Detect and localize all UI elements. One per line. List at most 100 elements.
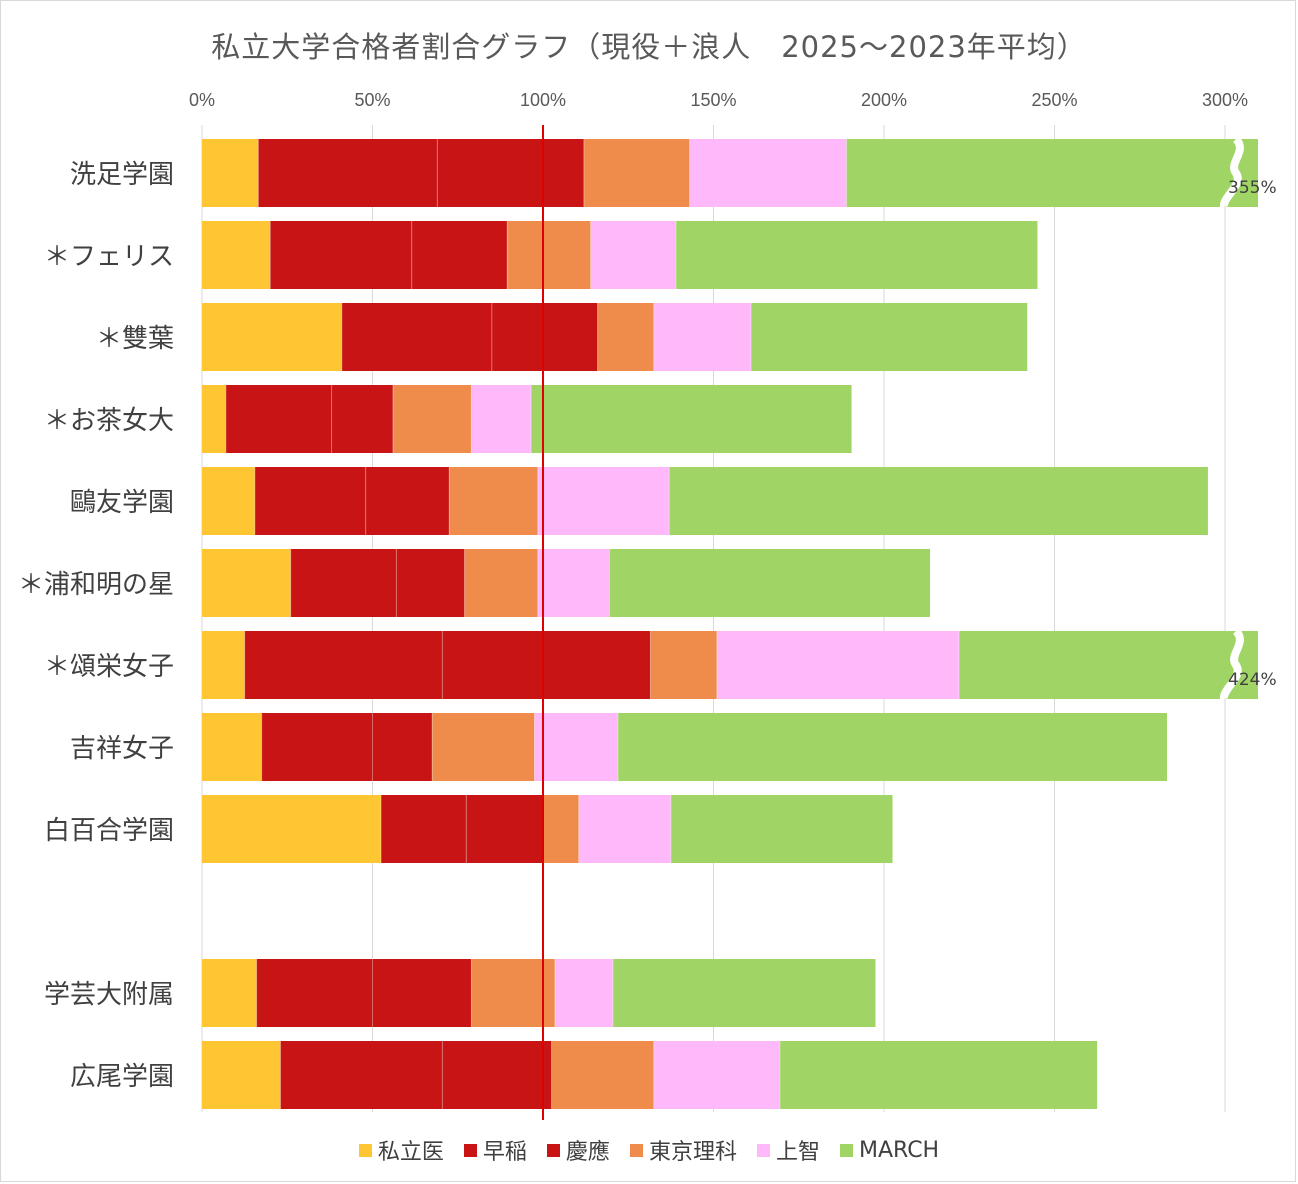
bar-segment	[202, 139, 259, 207]
bar-segment	[464, 549, 538, 617]
bar-segment	[716, 631, 960, 699]
legend-swatch	[463, 1143, 477, 1157]
category-label: 鷗友学園	[70, 488, 174, 518]
bar-segment	[583, 139, 690, 207]
bar-segment	[491, 303, 598, 371]
legend-label: 慶應	[565, 1140, 610, 1165]
bar-segment	[779, 1041, 1098, 1109]
bar-segment	[471, 959, 555, 1027]
legend-label: 早稲	[482, 1140, 527, 1165]
legend-swatch	[629, 1143, 643, 1157]
bar-segment	[202, 385, 226, 453]
bar-segment	[202, 713, 262, 781]
bar-segment	[537, 467, 670, 535]
bar-segment	[543, 795, 579, 863]
bar-segment	[261, 713, 373, 781]
legend-item: MARCH	[839, 1137, 940, 1163]
legend-label: 東京理科	[648, 1140, 737, 1165]
bar-segment	[432, 713, 535, 781]
legend-label: MARCH	[858, 1137, 940, 1163]
bar-segment	[270, 221, 412, 289]
bar-segment	[618, 713, 1168, 781]
break-value-label: 355%	[1228, 178, 1277, 198]
bar-segment	[437, 139, 584, 207]
axis-break-mark	[1220, 628, 1244, 700]
bar-segment	[365, 467, 450, 535]
category-label: ＊雙葉	[96, 324, 174, 354]
bar-segment	[534, 713, 619, 781]
bar-segment	[537, 549, 610, 617]
x-tick-label: 150%	[690, 90, 736, 110]
legend-item: 上智	[756, 1134, 820, 1166]
bar-segment	[202, 221, 271, 289]
category-label: ＊浦和明の星	[18, 570, 174, 600]
category-label: ＊お茶女大	[44, 406, 174, 436]
bar-segment	[670, 795, 893, 863]
bar-segment	[381, 795, 467, 863]
bar-segment	[396, 549, 465, 617]
bar-segment	[331, 385, 393, 453]
bar-segment	[653, 1041, 780, 1109]
legend-swatch	[756, 1143, 770, 1157]
bar-segment	[372, 713, 433, 781]
bar-segment	[669, 467, 1208, 535]
bar-segment	[202, 1041, 281, 1109]
x-tick-label: 200%	[861, 90, 907, 110]
category-label: 吉祥女子	[70, 734, 174, 764]
x-tick-label: 300%	[1202, 90, 1248, 110]
bar-segment	[531, 385, 852, 453]
chart-title: 私立大学合格者割合グラフ（現役＋浪人 2025〜2023年平均）	[211, 30, 1087, 64]
legend-item: 私立医	[358, 1134, 444, 1166]
bar-segment	[442, 631, 651, 699]
bar-segment	[202, 549, 291, 617]
bar-segment	[258, 139, 438, 207]
x-tick-label: 250%	[1031, 90, 1077, 110]
legend-swatch	[546, 1143, 560, 1157]
x-tick-label: 100%	[520, 90, 566, 110]
bar-segment	[202, 795, 382, 863]
category-label: 広尾学園	[70, 1062, 174, 1092]
legend-swatch	[358, 1143, 372, 1157]
legend: 私立医 早稲 慶應 東京理科 上智 MARCH	[0, 1134, 1298, 1166]
bar-segment	[411, 221, 508, 289]
legend-swatch	[839, 1143, 853, 1157]
bar-segment	[202, 467, 255, 535]
x-tick-label: 50%	[354, 90, 390, 110]
bar-segment	[578, 795, 671, 863]
bar-segment	[466, 795, 543, 863]
bar-segment	[202, 959, 257, 1027]
legend-label: 上智	[775, 1140, 820, 1165]
bar-segment	[449, 467, 538, 535]
break-value-label: 424%	[1228, 670, 1277, 690]
bar-segment	[244, 631, 443, 699]
bar-segment	[612, 959, 876, 1027]
category-label: ＊頌栄女子	[44, 652, 174, 682]
bar-segment	[959, 631, 1258, 699]
bar-segment	[341, 303, 492, 371]
axis-break-mark	[1220, 136, 1244, 208]
x-tick-label: 0%	[189, 90, 215, 110]
bar-segment	[280, 1041, 443, 1109]
legend-label: 私立医	[377, 1140, 444, 1165]
bar-segment	[689, 139, 847, 207]
bar-segment	[846, 139, 1258, 207]
legend-item: 早稲	[463, 1134, 527, 1166]
bar-segment	[372, 959, 472, 1027]
legend-item: 東京理科	[629, 1134, 737, 1166]
bar-segment	[202, 631, 245, 699]
bar-segment	[653, 303, 752, 371]
bar-segment	[551, 1041, 654, 1109]
bar-segment	[751, 303, 1028, 371]
category-label: 洗足学園	[70, 160, 174, 190]
bar-segment	[590, 221, 676, 289]
category-label: ＊フェリス	[44, 242, 174, 272]
bar-segment	[442, 1041, 552, 1109]
bar-segment	[609, 549, 931, 617]
bar-segment	[392, 385, 472, 453]
bar-segment	[202, 303, 342, 371]
bar-segment	[254, 467, 366, 535]
bar-segment	[675, 221, 1038, 289]
category-label: 学芸大附属	[44, 980, 174, 1010]
bar-segment	[256, 959, 373, 1027]
